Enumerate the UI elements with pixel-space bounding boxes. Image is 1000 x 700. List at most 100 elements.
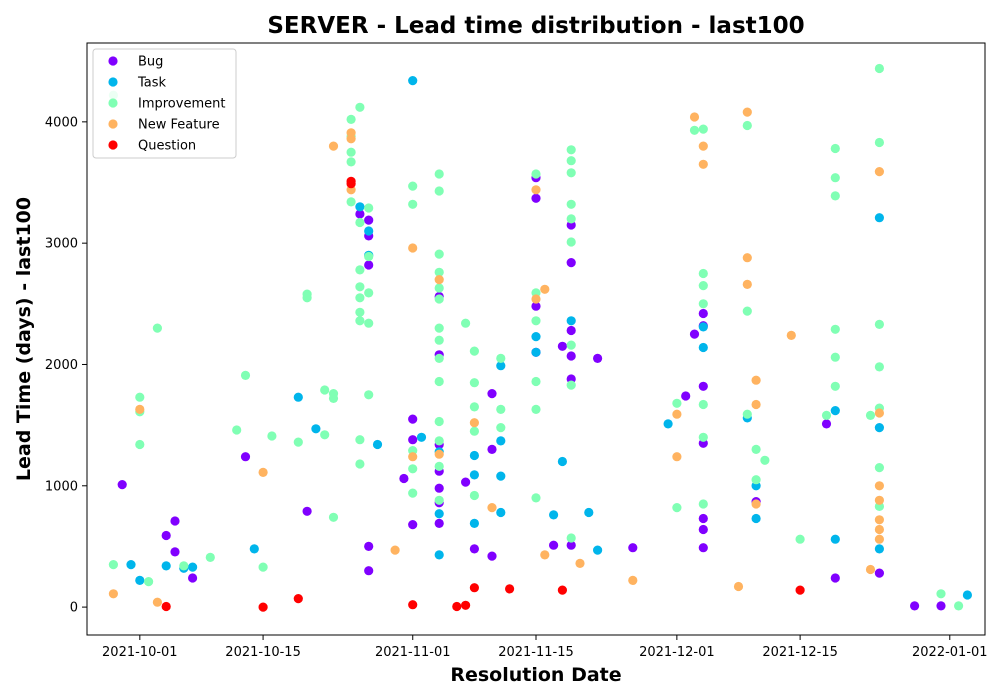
data-point [540,550,550,560]
data-point [954,601,964,611]
data-point [461,477,471,487]
data-point [566,214,576,224]
data-point [434,518,444,529]
data-point [293,594,303,604]
data-point [355,435,365,445]
data-point [830,381,840,391]
data-point [865,410,876,420]
data-point [364,318,374,328]
data-point [434,335,444,345]
data-point [487,444,497,454]
legend-label: Question [138,139,196,154]
x-axis: 2021-10-01 2021-10-15 2021-11-01 2021-11-15… [102,635,988,660]
data-point [152,323,162,333]
legend-label: Bug [138,55,163,70]
x-tick-label: 2021-10-15 [225,645,301,660]
data-point [258,602,268,612]
x-tick-label: 2021-11-01 [375,645,451,660]
data-point [531,493,541,503]
data-point [179,561,189,571]
data-point [205,552,215,563]
data-point [135,392,145,402]
data-point [469,402,479,412]
data-point [830,173,840,183]
x-tick-label: 2021-11-15 [498,645,574,660]
data-point [346,114,356,124]
data-point [566,540,576,550]
data-point [416,432,427,442]
data-point [760,455,770,465]
data-point [434,186,444,196]
data-point [258,562,268,572]
data-point [434,461,444,471]
data-point [557,341,568,351]
data-point [364,260,374,270]
data-point [874,362,885,372]
data-point [408,600,418,610]
data-point [874,544,885,554]
data-point [355,293,365,303]
data-point [830,143,840,154]
data-point [328,141,339,151]
data-point [293,437,303,447]
data-point [258,467,268,477]
data-point [698,399,708,410]
data-point [821,419,832,429]
data-point [874,481,885,491]
data-point [364,541,374,552]
data-point [302,506,312,516]
data-point [936,601,946,611]
data-point [161,561,171,571]
data-point [540,284,550,294]
data-point [689,125,700,135]
data-point [434,416,444,427]
data-point [135,404,145,414]
data-point [408,452,418,462]
data-point [566,258,576,268]
data-point [469,450,479,461]
data-point [742,120,752,131]
data-point [469,418,479,428]
data-point [566,325,576,336]
data-point [355,209,365,219]
data-point [469,378,479,388]
data-point [549,540,559,550]
data-point [152,597,162,607]
data-point [390,545,400,555]
data-point [293,392,303,402]
data-point [821,410,832,420]
data-point [874,319,885,329]
data-point [434,249,444,259]
y-tick-label: 0 [70,601,78,616]
data-point [461,318,471,328]
data-point [364,203,374,213]
data-point [320,430,330,440]
data-point [742,306,752,316]
data-point [593,353,603,363]
data-point [469,518,479,529]
y-tick-label: 1000 [45,479,78,494]
data-point [496,507,506,518]
series-question [161,176,805,612]
legend-label: Task [137,76,167,91]
data-point [364,288,374,298]
data-point [461,600,471,610]
data-point [496,361,506,371]
data-point [557,456,568,467]
data-point [672,398,682,408]
y-tick-label: 4000 [45,115,78,130]
data-point [434,376,444,387]
data-point [267,431,277,441]
data-point [733,581,744,592]
data-point [628,575,638,586]
data-point [496,353,506,363]
data-point [593,545,603,555]
data-point [408,76,418,86]
data-point [698,513,708,524]
data-point [566,168,576,178]
data-point [531,376,541,387]
data-point [531,185,541,195]
legend-label: Improvement [138,97,225,112]
data-point [698,499,708,509]
data-point [628,543,638,553]
